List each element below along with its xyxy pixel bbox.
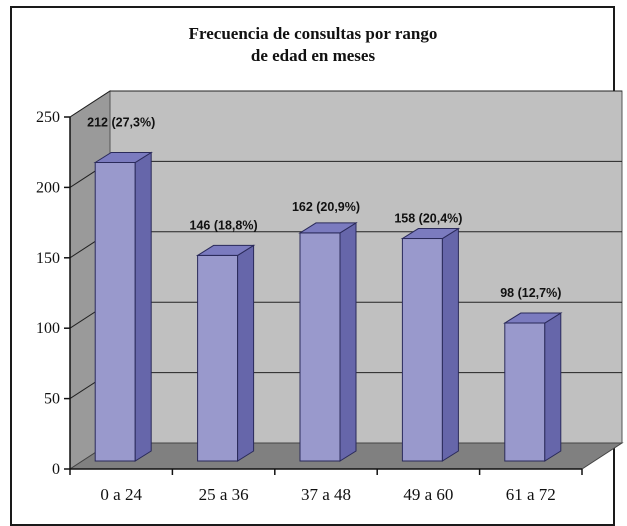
data-label: 162 (20,9%): [292, 200, 360, 214]
bar-side: [134, 151, 152, 462]
y-tick-label: 150: [36, 250, 60, 267]
x-category-label: 61 a 72: [506, 485, 556, 504]
bar-top: [400, 228, 461, 240]
x-category-label: 25 a 36: [199, 485, 249, 504]
y-tick-label: 100: [36, 320, 60, 337]
data-label: 212 (27,3%): [87, 116, 155, 130]
chart-title-line-2: de edad en meses: [251, 46, 376, 65]
bar-top: [298, 222, 358, 234]
y-axis: 0 50 100 150 200 250: [36, 109, 71, 478]
bar: [299, 232, 341, 462]
x-category-label: 37 a 48: [301, 485, 351, 504]
y-tick-label: 0: [52, 461, 60, 478]
bar-side: [441, 227, 459, 462]
bar: [401, 238, 443, 462]
data-label: 146 (18,8%): [190, 218, 258, 232]
bar-top: [93, 152, 153, 164]
data-labels: 212 (27,3%) 146 (18,8%) 162 (20,9%) 158 (20…: [87, 116, 561, 301]
bars: [93, 151, 563, 462]
x-axis: 0 a 24 25 a 36 37 a 48 49 a 60 61 a 72: [69, 468, 583, 504]
bar-top: [195, 244, 256, 256]
bar-side: [544, 312, 562, 462]
data-label: 98 (12,7%): [500, 286, 561, 300]
bar-side: [237, 244, 255, 462]
y-tick-label: 200: [36, 179, 60, 196]
bar-top: [503, 312, 563, 324]
data-label: 158 (20,4%): [394, 212, 462, 226]
bar-chart: 0 50 100 150 200 250 0 a 24 25 a 36 37 a 48 49 a…: [36, 24, 624, 504]
bar: [504, 322, 546, 462]
bar: [197, 254, 239, 462]
chart-title-line-1: Frecuencia de consultas por rango: [189, 24, 438, 43]
bar-side: [339, 222, 357, 462]
gridline: [69, 90, 622, 118]
y-tick-label: 250: [36, 109, 60, 126]
x-category-label: 49 a 60: [403, 485, 453, 504]
bar: [94, 162, 136, 462]
x-category-label: 0 a 24: [100, 485, 142, 504]
y-tick-label: 50: [44, 391, 60, 408]
